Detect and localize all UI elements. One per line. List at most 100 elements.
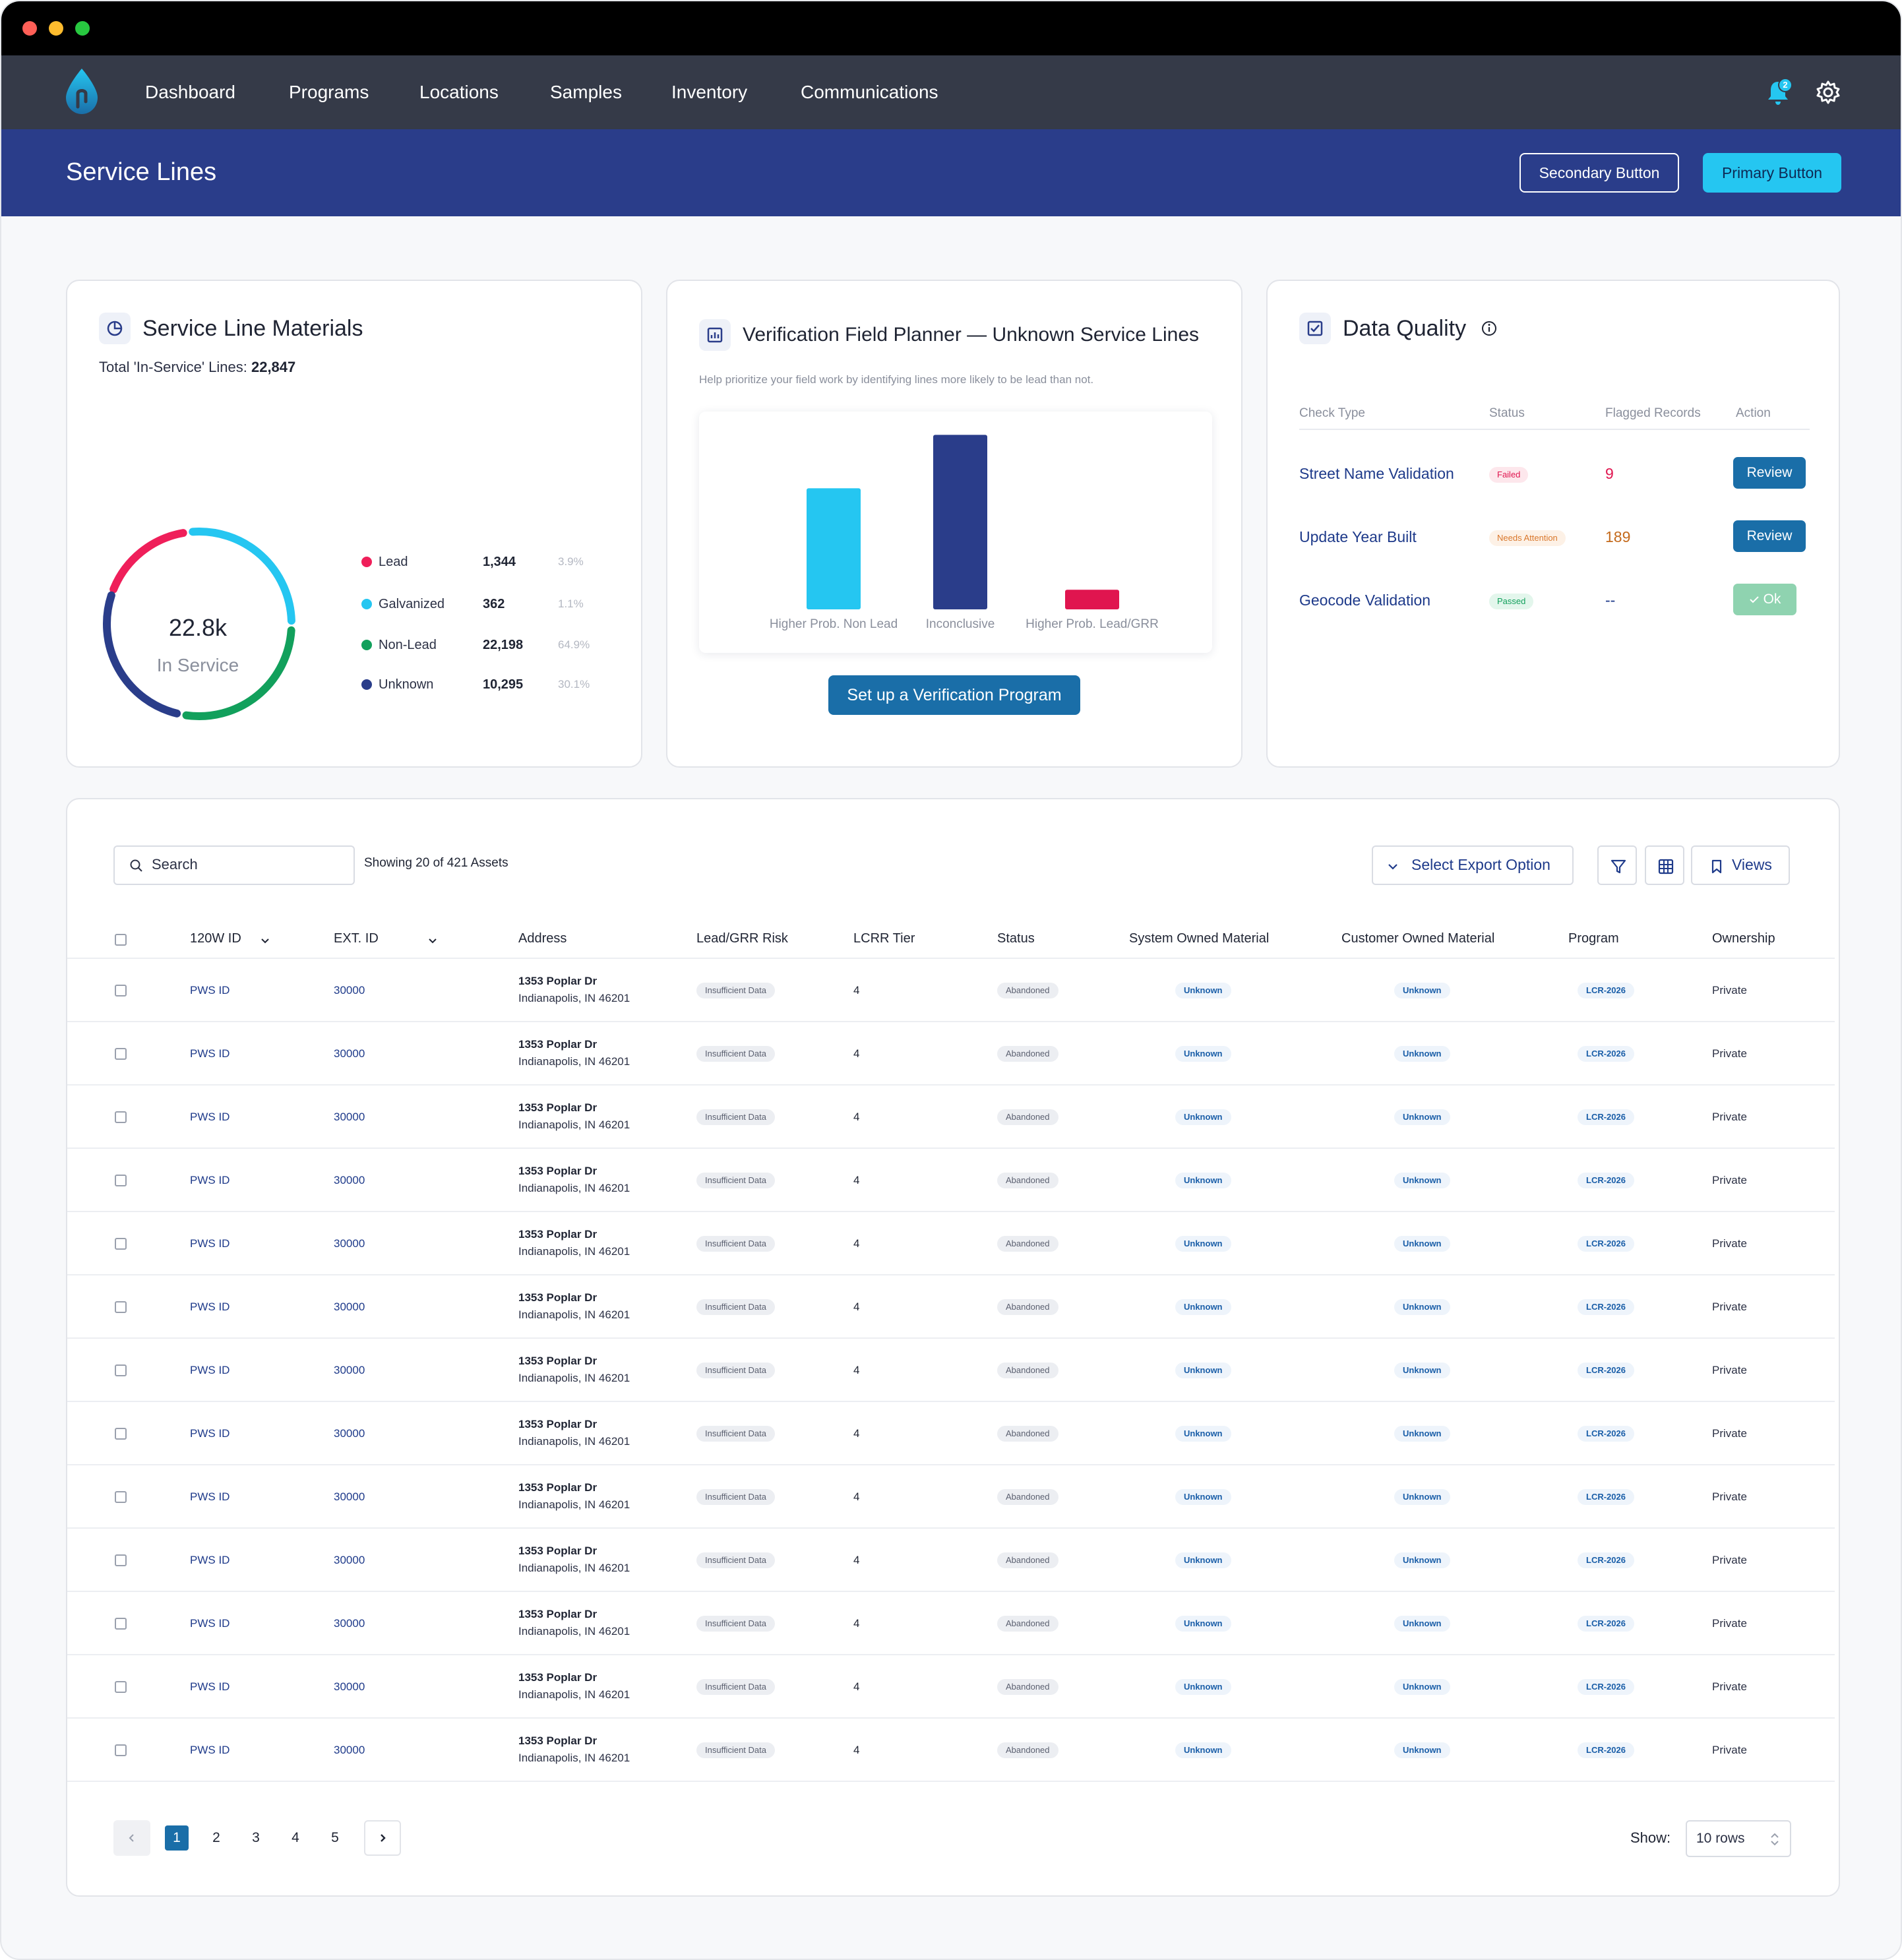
program-badge[interactable]: LCR-2026 xyxy=(1578,983,1634,998)
secondary-button[interactable]: Secondary Button xyxy=(1519,153,1679,193)
close-window-button[interactable] xyxy=(22,21,37,36)
pws-id-link[interactable]: PWS ID xyxy=(190,1364,230,1376)
ext-id-link[interactable]: 30000 xyxy=(334,984,365,996)
check-type-name[interactable]: Street Name Validation xyxy=(1299,465,1454,482)
setup-verification-program-button[interactable]: Set up a Verification Program xyxy=(828,675,1080,715)
review-button[interactable]: Review xyxy=(1733,457,1806,489)
pws-id-link[interactable]: PWS ID xyxy=(190,1301,230,1313)
row-checkbox[interactable] xyxy=(115,1238,127,1250)
ext-id-link[interactable]: 30000 xyxy=(334,1111,365,1123)
program-badge[interactable]: LCR-2026 xyxy=(1578,1679,1634,1695)
column-header-system-owned-material[interactable]: System Owned Material xyxy=(1129,931,1270,946)
page-3-button[interactable]: 3 xyxy=(252,1830,260,1845)
page-2-button[interactable]: 2 xyxy=(212,1830,220,1845)
page-5-button[interactable]: 5 xyxy=(331,1830,339,1845)
ext-id-link[interactable]: 30000 xyxy=(334,1174,365,1186)
nav-dashboard[interactable]: Dashboard xyxy=(145,82,235,102)
columns-button[interactable] xyxy=(1645,845,1684,885)
primary-button[interactable]: Primary Button xyxy=(1703,153,1841,193)
column-header-program[interactable]: Program xyxy=(1568,931,1619,946)
column-header-status[interactable]: Status xyxy=(997,931,1035,946)
nav-inventory[interactable]: Inventory xyxy=(671,82,748,102)
row-checkbox[interactable] xyxy=(115,1175,127,1186)
bar-higher-prob-lead-grr[interactable] xyxy=(1065,590,1119,609)
ok-button[interactable]: Ok xyxy=(1733,584,1796,615)
row-checkbox[interactable] xyxy=(115,1048,127,1060)
pws-id-link[interactable]: PWS ID xyxy=(190,1111,230,1123)
row-checkbox[interactable] xyxy=(115,1111,127,1123)
pws-id-link[interactable]: PWS ID xyxy=(190,1047,230,1060)
ext-id-link[interactable]: 30000 xyxy=(334,1554,365,1566)
previous-page-button[interactable] xyxy=(113,1820,150,1856)
program-badge[interactable]: LCR-2026 xyxy=(1578,1109,1634,1125)
minimize-window-button[interactable] xyxy=(49,21,63,36)
column-header-ext-id[interactable]: EXT. ID xyxy=(334,931,379,946)
ext-id-link[interactable]: 30000 xyxy=(334,1490,365,1503)
program-badge[interactable]: LCR-2026 xyxy=(1578,1742,1634,1758)
page-1-button[interactable]: 1 xyxy=(165,1825,189,1851)
pws-id-link[interactable]: PWS ID xyxy=(190,1744,230,1756)
select-all-checkbox[interactable] xyxy=(115,934,127,946)
ext-id-link[interactable]: 30000 xyxy=(334,1047,365,1060)
select-export-option-dropdown[interactable]: Select Export Option xyxy=(1372,845,1574,885)
review-button[interactable]: Review xyxy=(1733,520,1806,552)
search-input[interactable]: Search xyxy=(113,845,355,885)
program-badge[interactable]: LCR-2026 xyxy=(1578,1236,1634,1252)
water-drop-logo-icon[interactable] xyxy=(62,67,102,116)
views-button[interactable]: Views xyxy=(1691,845,1790,885)
column-header-lcrr-tier[interactable]: LCRR Tier xyxy=(853,931,915,946)
pws-id-link[interactable]: PWS ID xyxy=(190,1617,230,1630)
row-checkbox[interactable] xyxy=(115,1364,127,1376)
ext-id-link[interactable]: 30000 xyxy=(334,1364,365,1376)
program-badge[interactable]: LCR-2026 xyxy=(1578,1299,1634,1315)
row-checkbox[interactable] xyxy=(115,1618,127,1630)
row-checkbox[interactable] xyxy=(115,1301,127,1313)
next-page-button[interactable] xyxy=(364,1820,401,1856)
column-header-lead-grr-risk[interactable]: Lead/GRR Risk xyxy=(696,931,788,946)
rows-per-page-select[interactable]: 10 rows xyxy=(1686,1820,1791,1857)
gear-icon[interactable] xyxy=(1815,79,1841,106)
bar-higher-prob-non-lead[interactable] xyxy=(807,488,861,609)
program-badge[interactable]: LCR-2026 xyxy=(1578,1616,1634,1632)
pws-id-link[interactable]: PWS ID xyxy=(190,1490,230,1503)
ext-id-link[interactable]: 30000 xyxy=(334,1744,365,1756)
row-checkbox[interactable] xyxy=(115,1428,127,1440)
check-type-name[interactable]: Update Year Built xyxy=(1299,528,1417,545)
column-header-address[interactable]: Address xyxy=(518,931,567,946)
pws-id-link[interactable]: PWS ID xyxy=(190,1237,230,1250)
check-type-name[interactable]: Geocode Validation xyxy=(1299,592,1431,609)
ext-id-link[interactable]: 30000 xyxy=(334,1617,365,1630)
nav-locations[interactable]: Locations xyxy=(419,82,499,102)
chevron-down-icon[interactable] xyxy=(259,934,272,947)
row-checkbox[interactable] xyxy=(115,985,127,996)
bar-inconclusive[interactable] xyxy=(933,435,987,609)
column-header-customer-owned-material[interactable]: Customer Owned Material xyxy=(1341,931,1495,946)
nav-communications[interactable]: Communications xyxy=(801,82,938,102)
program-badge[interactable]: LCR-2026 xyxy=(1578,1489,1634,1505)
pws-id-link[interactable]: PWS ID xyxy=(190,1174,230,1186)
row-checkbox[interactable] xyxy=(115,1491,127,1503)
chevron-down-icon[interactable] xyxy=(426,934,439,947)
row-checkbox[interactable] xyxy=(115,1744,127,1756)
ext-id-link[interactable]: 30000 xyxy=(334,1680,365,1693)
program-badge[interactable]: LCR-2026 xyxy=(1578,1173,1634,1188)
info-icon[interactable] xyxy=(1480,319,1498,338)
pws-id-link[interactable]: PWS ID xyxy=(190,1680,230,1693)
row-checkbox[interactable] xyxy=(115,1681,127,1693)
pws-id-link[interactable]: PWS ID xyxy=(190,1427,230,1440)
ext-id-link[interactable]: 30000 xyxy=(334,1301,365,1313)
column-header-120w-id[interactable]: 120W ID xyxy=(190,931,241,946)
program-badge[interactable]: LCR-2026 xyxy=(1578,1046,1634,1062)
column-header-ownership[interactable]: Ownership xyxy=(1712,931,1775,946)
maximize-window-button[interactable] xyxy=(75,21,90,36)
pws-id-link[interactable]: PWS ID xyxy=(190,984,230,996)
ext-id-link[interactable]: 30000 xyxy=(334,1427,365,1440)
nav-programs[interactable]: Programs xyxy=(289,82,369,102)
program-badge[interactable]: LCR-2026 xyxy=(1578,1363,1634,1378)
page-4-button[interactable]: 4 xyxy=(291,1830,299,1845)
pws-id-link[interactable]: PWS ID xyxy=(190,1554,230,1566)
nav-samples[interactable]: Samples xyxy=(550,82,622,102)
filter-button[interactable] xyxy=(1597,845,1637,885)
program-badge[interactable]: LCR-2026 xyxy=(1578,1426,1634,1442)
program-badge[interactable]: LCR-2026 xyxy=(1578,1552,1634,1568)
